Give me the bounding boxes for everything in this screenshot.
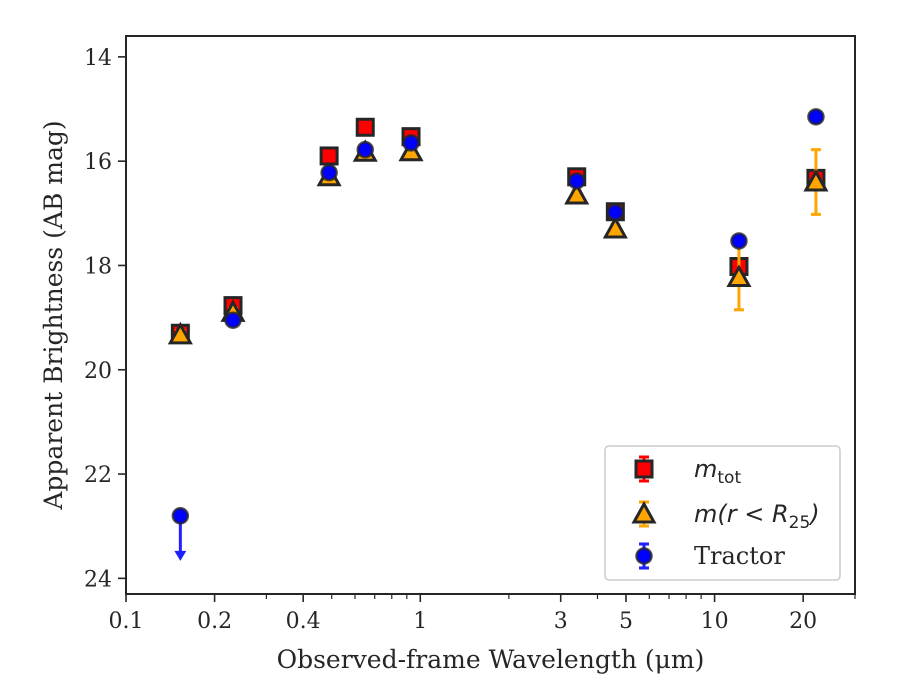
upper-limit-arrowhead [174,550,187,561]
data-point [224,311,242,329]
legend-label: m(r < R25) [694,500,820,533]
data-point [167,321,193,345]
x-axis-label: Observed-frame Wavelength (μm) [277,645,705,674]
y-axis-ticks: 14 16 18 20 22 24 [84,46,126,592]
x-tick-label: 0.4 [286,609,321,634]
data-point [356,140,374,159]
data-point [320,163,338,182]
data-point [567,172,586,190]
legend-label: mtot [694,455,741,488]
x-tick-label: 20 [789,609,817,634]
data-point [355,117,375,137]
x-axis-ticks: 0.1 0.2 0.4 1 3 5 10 20 [109,594,856,634]
data-point [319,146,339,166]
data-point [402,134,420,152]
x-tick-label: 3 [554,609,568,634]
y-axis-label: Apparent Brightness (AB mag) [39,120,68,510]
data-point [564,181,590,205]
legend-entry: Tractor [635,542,785,570]
data-marks [167,108,829,561]
x-tick-label: 0.1 [109,609,144,634]
data-point [807,108,825,126]
x-tick-label: 0.2 [197,609,232,634]
data-point [730,232,748,250]
data-point [803,168,829,192]
legend-entry: mtot [634,455,741,488]
data-point [606,203,625,222]
x-tick-label: 1 [413,609,427,634]
y-tick-label: 14 [84,46,112,71]
legend-frame [604,445,841,581]
legend-marker [634,459,654,479]
legend-label: Tractor [694,542,785,570]
data-point [171,507,190,525]
y-tick-label: 16 [84,150,112,175]
y-tick-label: 24 [84,567,112,592]
y-tick-label: 20 [84,359,112,384]
x-tick-label: 5 [619,609,633,634]
legend-entry: m(r < R25) [631,500,820,533]
y-tick-label: 18 [84,254,112,279]
legend-marker [635,547,653,565]
data-point [726,264,752,287]
series-circle [171,108,825,561]
plot-frame [125,35,856,595]
x-tick-label: 10 [701,609,729,634]
legend: mtot m(r < R25) Tractor [604,445,841,581]
legend-marker [631,500,657,524]
data-point [602,215,628,239]
y-tick-label: 22 [84,463,112,488]
